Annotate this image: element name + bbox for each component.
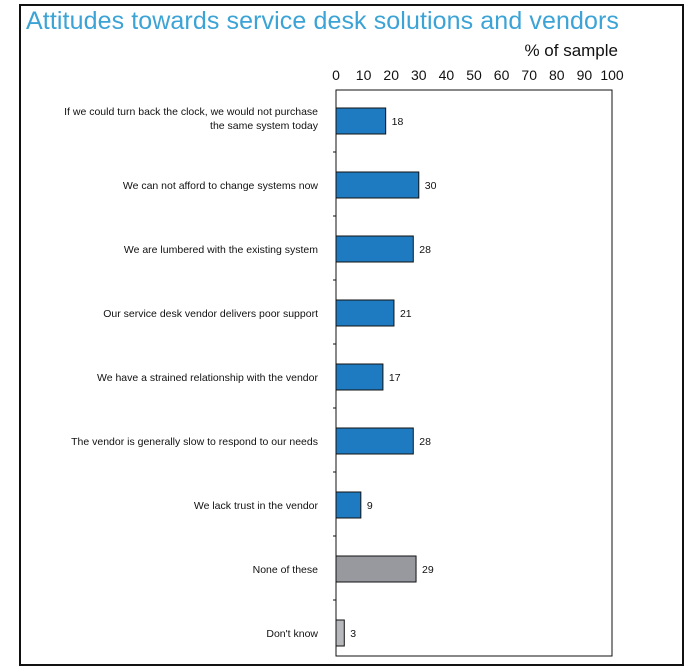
bar (335, 555, 417, 583)
category-label: Don't know (266, 628, 318, 640)
x-tick-label: 30 (411, 67, 427, 83)
category-label: We can not afford to change systems now (123, 180, 319, 192)
x-tick-label: 80 (549, 67, 565, 83)
bar (335, 363, 384, 391)
data-label: 30 (425, 180, 437, 192)
data-label: 9 (367, 500, 373, 512)
category-label: If we could turn back the clock, we woul… (64, 106, 318, 118)
category-label: the same system today (210, 120, 319, 132)
bar (335, 235, 414, 263)
x-tick-label: 100 (600, 67, 624, 83)
x-tick-label: 70 (521, 67, 537, 83)
data-label: 28 (419, 244, 431, 256)
data-label: 21 (400, 308, 412, 320)
bar (335, 107, 387, 135)
x-tick-label: 50 (466, 67, 482, 83)
bar (335, 299, 395, 327)
x-tick-label: 40 (439, 67, 455, 83)
x-axis-label: % of sample (524, 41, 618, 60)
data-label: 29 (422, 564, 434, 576)
category-label: None of these (253, 564, 319, 576)
x-tick-label: 90 (577, 67, 593, 83)
category-label: We are lumbered with the existing system (124, 244, 318, 256)
category-label: The vendor is generally slow to respond … (71, 436, 318, 448)
x-tick-label: 60 (494, 67, 510, 83)
data-label: 28 (419, 436, 431, 448)
category-label: We have a strained relationship with the… (97, 372, 319, 384)
chart-title: Attitudes towards service desk solutions… (26, 7, 620, 35)
x-tick-label: 10 (356, 67, 372, 83)
bar (335, 491, 362, 519)
category-label: Our service desk vendor delivers poor su… (103, 308, 318, 320)
data-label: 18 (392, 116, 404, 128)
x-tick-label: 20 (383, 67, 399, 83)
bar (335, 619, 345, 647)
bar (335, 427, 414, 455)
category-label: We lack trust in the vendor (194, 500, 319, 512)
data-label: 3 (350, 628, 356, 640)
data-label: 17 (389, 372, 401, 384)
bar (335, 171, 420, 199)
x-tick-label: 0 (332, 67, 340, 83)
